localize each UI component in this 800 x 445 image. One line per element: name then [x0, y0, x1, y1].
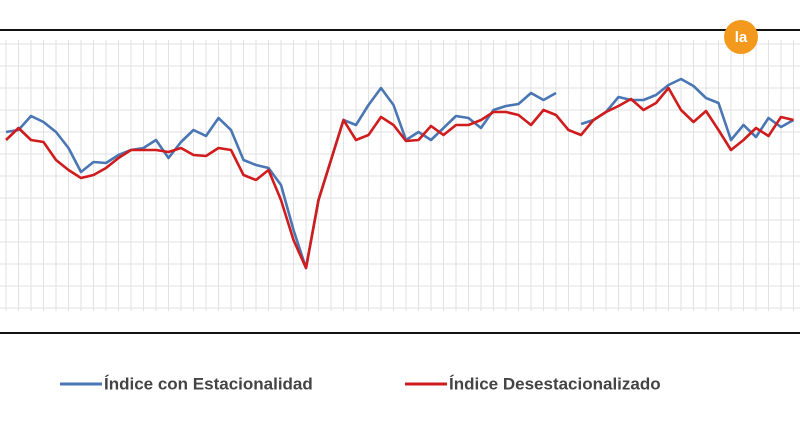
logo: la — [735, 29, 748, 46]
series-line — [5, 86, 557, 270]
logo-badge — [724, 20, 758, 54]
grid — [0, 40, 800, 311]
series-line — [5, 86, 794, 270]
legend-label: Índice Desestacionalizado — [449, 374, 661, 393]
legend-label: Índice con Estacionalidad — [104, 374, 313, 393]
series-line — [580, 77, 795, 142]
